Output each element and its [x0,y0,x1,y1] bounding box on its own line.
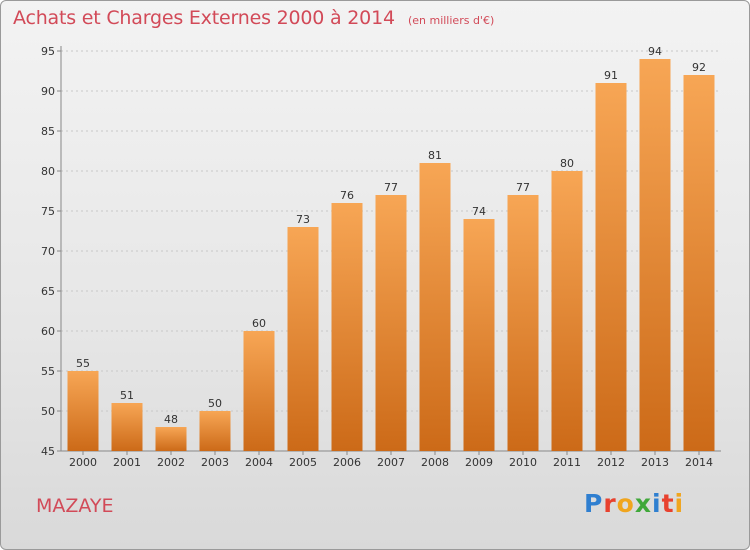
logo-letter: P [584,489,604,518]
data-label: 73 [296,213,310,226]
bar [595,83,627,451]
data-label: 92 [692,61,706,74]
title-row: Achats et Charges Externes 2000 à 2014 (… [13,7,494,29]
y-tick-label: 75 [41,205,55,218]
x-tick-label: 2000 [69,456,97,469]
data-label: 76 [340,189,354,202]
data-label: 80 [560,157,574,170]
proxiti-logo: Proxiti [584,489,684,518]
x-tick-label: 2001 [113,456,141,469]
logo-letter: o [616,489,635,518]
data-label: 77 [516,181,530,194]
y-tick-label: 65 [41,285,55,298]
y-tick-label: 85 [41,125,55,138]
x-tick-label: 2004 [245,456,273,469]
town-name: MAZAYE [36,495,114,517]
data-label: 60 [252,317,266,330]
logo-letter: t [661,489,675,518]
data-label: 81 [428,149,442,162]
x-tick-label: 2005 [289,456,317,469]
data-label: 77 [384,181,398,194]
x-tick-label: 2014 [685,456,713,469]
y-tick-label: 50 [41,405,55,418]
y-tick-label: 90 [41,85,55,98]
bar [683,75,715,451]
bar [287,227,319,451]
x-tick-label: 2013 [641,456,669,469]
bar [243,331,275,451]
logo-letter: i [652,489,662,518]
chart-title: Achats et Charges Externes 2000 à 2014 [13,7,395,29]
bar [463,219,495,451]
bars [67,59,715,451]
y-tick-label: 60 [41,325,55,338]
x-tick-label: 2007 [377,456,405,469]
bar [199,411,231,451]
bar [331,203,363,451]
bar [375,195,407,451]
logo-letter: i [674,489,685,518]
bar [111,403,143,451]
data-label: 55 [76,357,90,370]
data-label: 48 [164,413,178,426]
data-label: 74 [472,205,486,218]
x-tick-label: 2003 [201,456,229,469]
y-tick-label: 70 [41,245,55,258]
logo-letter: r [603,489,617,518]
data-label: 91 [604,69,618,82]
data-label: 94 [648,45,662,58]
x-tick-label: 2006 [333,456,361,469]
chart-subtitle: (en milliers d'€) [407,14,495,27]
bar [67,371,99,451]
bar [639,59,671,451]
data-label: 51 [120,389,134,402]
data-label: 50 [208,397,222,410]
x-tick-label: 2002 [157,456,185,469]
bar [507,195,539,451]
x-tick-label: 2010 [509,456,537,469]
labels: 45 50 55 60 65 70 75 80 85 90 95 2000 55 2001 51 2002 48… [41,45,713,469]
bar [155,427,187,451]
x-tick-label: 2008 [421,456,449,469]
y-tick-label: 95 [41,45,55,58]
y-tick-label: 55 [41,365,55,378]
x-tick-label: 2011 [553,456,581,469]
bar [419,163,451,451]
logo-letter: x [634,489,652,518]
bar [551,171,583,451]
y-tick-label: 80 [41,165,55,178]
x-tick-label: 2009 [465,456,493,469]
x-tick-label: 2012 [597,456,625,469]
y-tick-label: 45 [41,445,55,458]
